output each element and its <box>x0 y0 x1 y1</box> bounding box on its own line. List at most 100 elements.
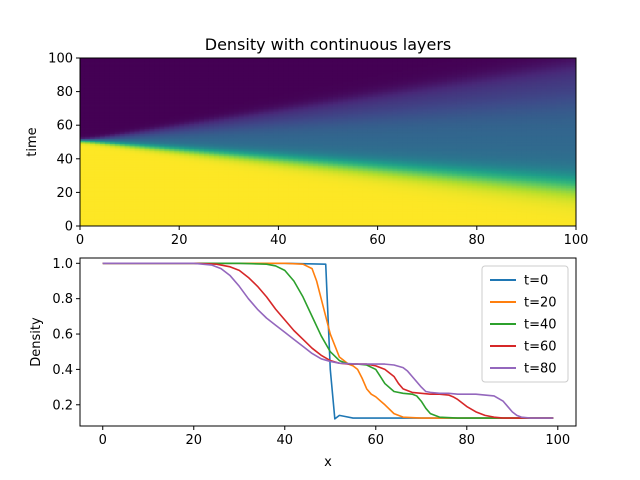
heatmap-cell <box>323 142 329 145</box>
heatmap-cell <box>99 178 106 182</box>
heatmap-cell <box>194 142 200 145</box>
heatmap-cell <box>223 86 230 89</box>
heatmap-cell <box>243 89 250 92</box>
heatmap-cell <box>223 190 230 193</box>
heatmap-cell <box>318 110 324 113</box>
heatmap-cell <box>104 120 111 123</box>
heatmap-cell <box>323 210 329 213</box>
heatmap-cell <box>189 89 195 92</box>
heatmap-cell <box>84 143 91 146</box>
heatmap-cell <box>114 125 121 128</box>
heatmap-cell <box>184 78 190 81</box>
heatmap-cell <box>94 113 101 116</box>
heatmap-cell <box>213 163 220 166</box>
heatmap-cell <box>313 73 319 76</box>
heatmap-cell <box>174 172 180 175</box>
heatmap-cell <box>313 204 319 207</box>
heatmap-cell <box>129 165 135 168</box>
heatmap-cell <box>194 167 200 170</box>
heatmap-cell <box>263 224 269 227</box>
heatmap-cell <box>268 120 274 123</box>
heatmap-cell <box>104 224 111 227</box>
heatmap-cell <box>253 142 259 145</box>
heatmap-cell <box>144 94 150 98</box>
heatmap-cell <box>293 197 299 200</box>
heatmap-cell <box>298 168 304 171</box>
heatmap-cell <box>109 73 116 76</box>
heatmap-cell <box>228 182 235 185</box>
heatmap-cell <box>149 136 155 140</box>
heatmap-cell <box>119 197 126 200</box>
heatmap-cell <box>194 165 200 168</box>
heatmap-cell <box>283 64 289 67</box>
heatmap-cell <box>298 66 304 69</box>
heatmap-cell <box>164 210 170 213</box>
heatmap-cell <box>233 165 240 168</box>
heatmap-cell <box>293 178 299 182</box>
heatmap-cell <box>298 172 304 175</box>
heatmap-cell <box>228 207 235 210</box>
heatmap-cell <box>308 103 314 106</box>
heatmap-cell <box>243 215 250 218</box>
heatmap-cell <box>84 79 91 82</box>
heatmap-cell <box>159 180 165 183</box>
heatmap-cell <box>104 175 111 178</box>
heatmap-cell <box>84 138 91 141</box>
heatmap-cell <box>303 89 309 92</box>
heatmap-cell <box>139 83 145 86</box>
heatmap-cell <box>208 199 215 202</box>
heatmap-cell <box>218 147 225 150</box>
heatmap-cell <box>169 101 175 104</box>
heatmap-cell <box>213 212 220 215</box>
heatmap-cell <box>149 126 155 129</box>
heatmap-cell <box>134 155 140 158</box>
heatmap-cell <box>159 64 165 67</box>
heatmap-cell <box>208 202 215 205</box>
heatmap-cell <box>308 215 314 218</box>
heatmap-cell <box>223 195 230 198</box>
heatmap-cell <box>164 175 170 178</box>
heatmap-cell <box>124 100 130 103</box>
heatmap-cell <box>89 192 96 195</box>
heatmap-cell <box>109 202 116 205</box>
heatmap-cell <box>139 157 145 160</box>
heatmap-cell <box>199 215 205 218</box>
heatmap-cell <box>208 118 215 121</box>
heatmap-cell <box>199 143 205 146</box>
heatmap-cell <box>258 172 264 175</box>
heatmap-cell <box>268 125 274 128</box>
heatmap-cell <box>318 189 324 192</box>
heatmap-cell <box>114 148 121 151</box>
heatmap-cell <box>278 155 284 158</box>
heatmap-cell <box>204 113 210 116</box>
heatmap-cell <box>303 123 309 126</box>
heatmap-cell <box>253 200 259 203</box>
heatmap-cell <box>318 167 324 170</box>
heatmap-cell <box>174 64 180 67</box>
heatmap-cell <box>199 190 205 193</box>
heatmap-cell <box>273 153 279 156</box>
heatmap-cell <box>223 197 230 200</box>
heatmap-cell <box>218 78 225 81</box>
heatmap-cell <box>248 115 254 118</box>
heatmap-cell <box>263 79 269 82</box>
heatmap-cell <box>268 101 274 104</box>
heatmap-cell <box>253 222 259 225</box>
heatmap-cell <box>278 167 284 170</box>
heatmap-cell <box>169 184 175 187</box>
heatmap-cell <box>199 83 205 86</box>
heatmap-cell <box>273 78 279 81</box>
heatmap-cell <box>243 214 250 217</box>
heatmap-cell <box>164 147 170 150</box>
heatmap-cell <box>84 74 91 77</box>
heatmap-cell <box>223 131 230 134</box>
heatmap-cell <box>114 199 121 202</box>
heatmap-cell <box>159 194 165 197</box>
heatmap-cell <box>199 128 205 131</box>
heatmap-cell <box>199 195 205 198</box>
heatmap-cell <box>268 86 274 89</box>
heatmap-cell <box>258 195 264 198</box>
heatmap-cell <box>189 163 195 166</box>
heatmap-cell <box>253 182 259 185</box>
heatmap-cell <box>134 116 140 119</box>
